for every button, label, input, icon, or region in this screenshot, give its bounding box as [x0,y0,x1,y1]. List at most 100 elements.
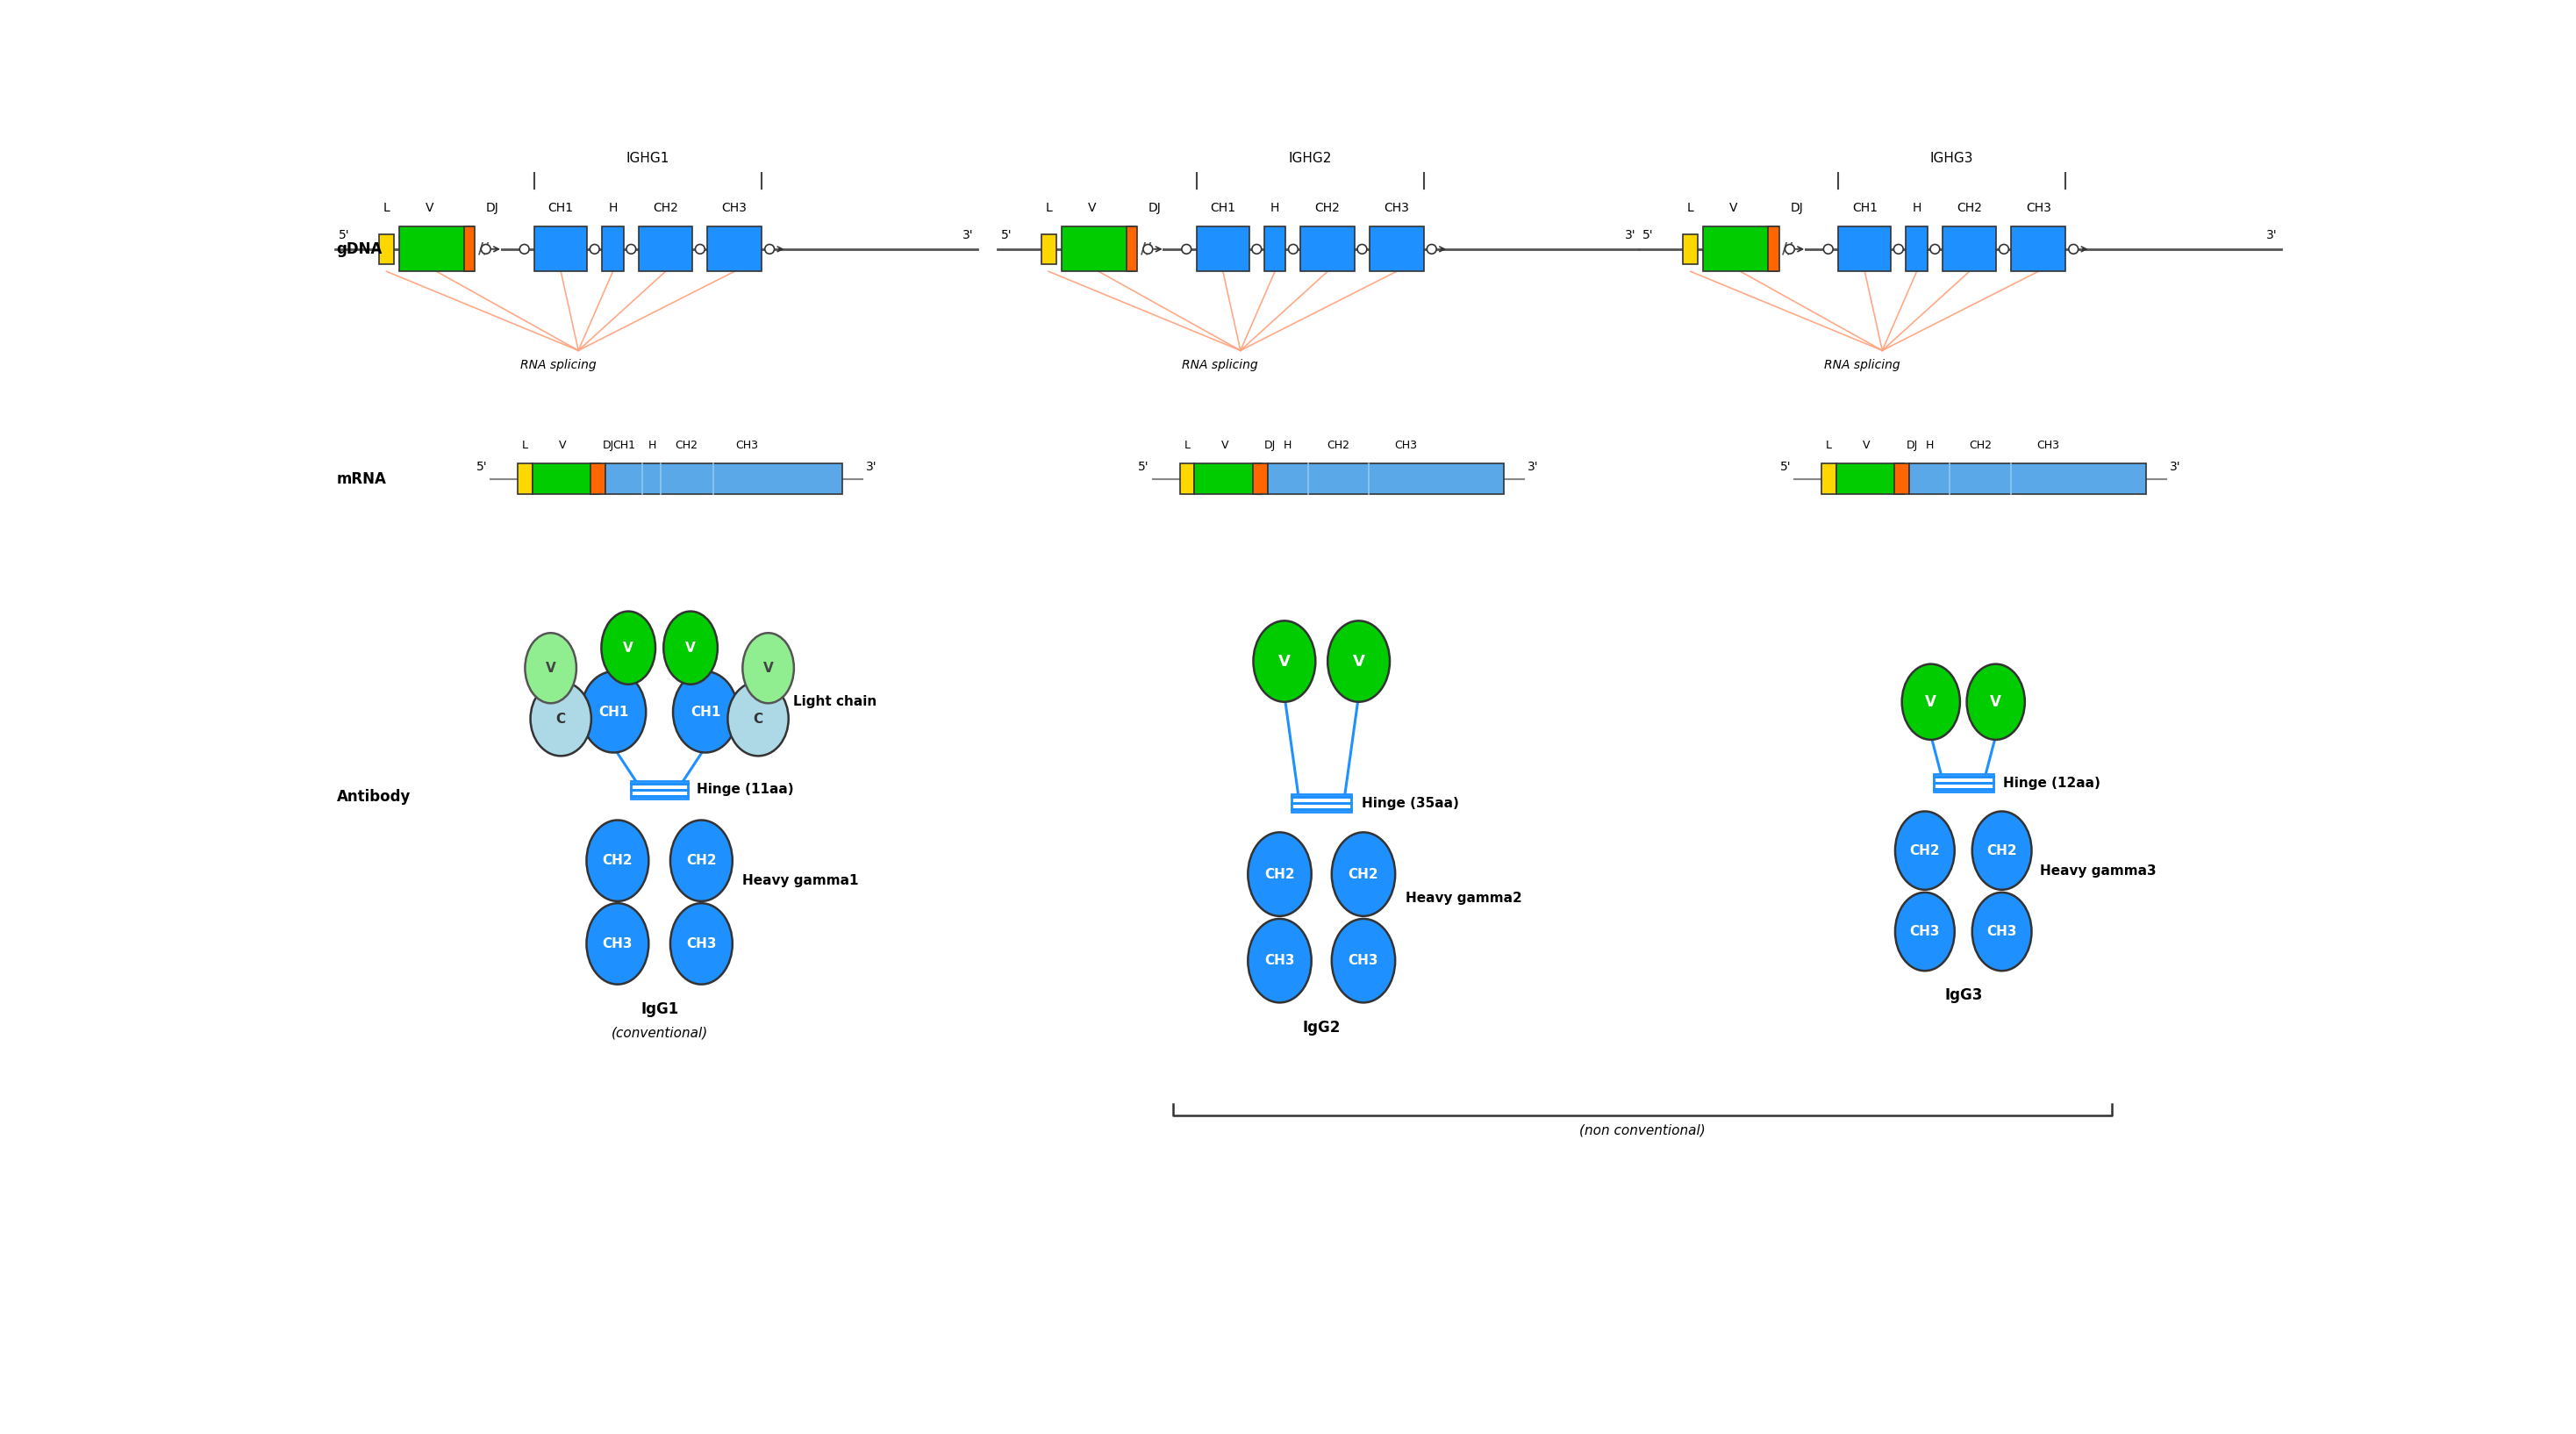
Bar [603,227,623,271]
Text: DJ: DJ [1265,440,1275,452]
Bar [1767,227,1780,271]
Text: IGHG3: IGHG3 [1929,152,1973,165]
Ellipse shape [531,681,592,756]
Text: CH2: CH2 [603,855,634,868]
Text: CH3: CH3 [603,938,634,951]
Text: H: H [1283,440,1293,452]
Bar [639,227,693,271]
Text: RNA splicing: RNA splicing [1182,358,1257,371]
Bar [605,463,842,495]
Text: L: L [1826,440,1832,452]
Text: IgG2: IgG2 [1303,1020,1340,1035]
Text: L: L [384,202,389,214]
Text: 3': 3' [866,462,876,473]
Text: CH1: CH1 [1852,202,1878,214]
Circle shape [1824,244,1834,254]
Text: CH1: CH1 [690,706,721,718]
Circle shape [1358,244,1368,254]
Circle shape [1288,244,1298,254]
Text: L: L [1185,440,1190,452]
Text: CH3: CH3 [1909,925,1940,938]
Text: CH3: CH3 [1347,954,1378,968]
Ellipse shape [742,632,793,703]
Text: CH2: CH2 [685,855,716,868]
Text: V: V [1728,202,1739,214]
Circle shape [1893,244,1904,254]
Ellipse shape [582,671,647,753]
Bar [1301,227,1355,271]
Text: 5': 5' [999,228,1012,241]
Text: DJ: DJ [1149,202,1162,214]
Bar [1770,239,1806,260]
Bar [631,782,688,799]
Text: CH2: CH2 [1986,845,2017,858]
Text: CH3: CH3 [1265,954,1296,968]
Ellipse shape [1896,812,1955,889]
Text: CH3: CH3 [2038,440,2058,452]
Ellipse shape [1973,812,2032,889]
Text: L: L [523,440,528,452]
Ellipse shape [670,903,732,984]
Bar [1291,794,1352,812]
Bar [2012,227,2066,271]
Text: CH2: CH2 [652,202,677,214]
Text: gDNA: gDNA [337,241,381,257]
Ellipse shape [670,820,732,901]
Bar [1821,463,1837,495]
Circle shape [1785,244,1795,254]
Ellipse shape [587,820,649,901]
Text: CH3: CH3 [1986,925,2017,938]
Circle shape [1144,244,1151,254]
Text: V: V [685,641,696,654]
Text: IgG1: IgG1 [641,1001,677,1017]
Text: 3': 3' [963,228,974,241]
Text: V: V [1352,654,1365,670]
Text: Hinge (12aa): Hinge (12aa) [2004,776,2099,790]
Text: V: V [1221,440,1229,452]
Text: CH3: CH3 [1394,440,1417,452]
Text: V: V [1278,654,1291,670]
Text: CH3: CH3 [721,202,747,214]
Text: Light chain: Light chain [793,695,876,708]
Bar [518,463,533,495]
Text: V: V [1991,694,2002,710]
Text: Heavy gamma3: Heavy gamma3 [2040,865,2156,878]
Bar [1267,463,1504,495]
Text: V: V [559,440,567,452]
Bar [1935,774,1994,792]
Circle shape [520,244,528,254]
Text: Heavy gamma1: Heavy gamma1 [742,875,858,888]
Circle shape [590,244,600,254]
Text: CH2: CH2 [1314,202,1340,214]
Text: CH2: CH2 [1327,440,1350,452]
Text: CH3: CH3 [2025,202,2050,214]
Text: IgG3: IgG3 [1945,987,1984,1002]
Ellipse shape [1896,892,1955,971]
Text: Heavy gamma2: Heavy gamma2 [1406,892,1522,905]
Ellipse shape [1255,621,1316,701]
Circle shape [482,244,489,254]
Text: C: C [556,713,567,726]
Text: H: H [649,440,657,452]
Ellipse shape [1247,919,1311,1002]
Text: RNA splicing: RNA splicing [520,358,595,371]
Text: DJ: DJ [1906,440,1917,452]
Circle shape [1999,244,2009,254]
Text: CH2: CH2 [1968,440,1991,452]
Ellipse shape [1901,664,1960,740]
Text: CH3: CH3 [1383,202,1409,214]
Text: CH3: CH3 [737,440,760,452]
Text: 5': 5' [477,462,487,473]
Circle shape [1182,244,1190,254]
Text: CH1: CH1 [613,440,636,452]
Circle shape [1427,244,1437,254]
Text: Hinge (11aa): Hinge (11aa) [696,783,793,796]
Ellipse shape [1965,664,2025,740]
Text: //: // [479,241,489,257]
Text: CH2: CH2 [1265,868,1296,880]
Bar [1180,463,1195,495]
Text: 3': 3' [2169,462,2179,473]
Circle shape [2069,244,2079,254]
Circle shape [1252,244,1262,254]
Ellipse shape [587,903,649,984]
